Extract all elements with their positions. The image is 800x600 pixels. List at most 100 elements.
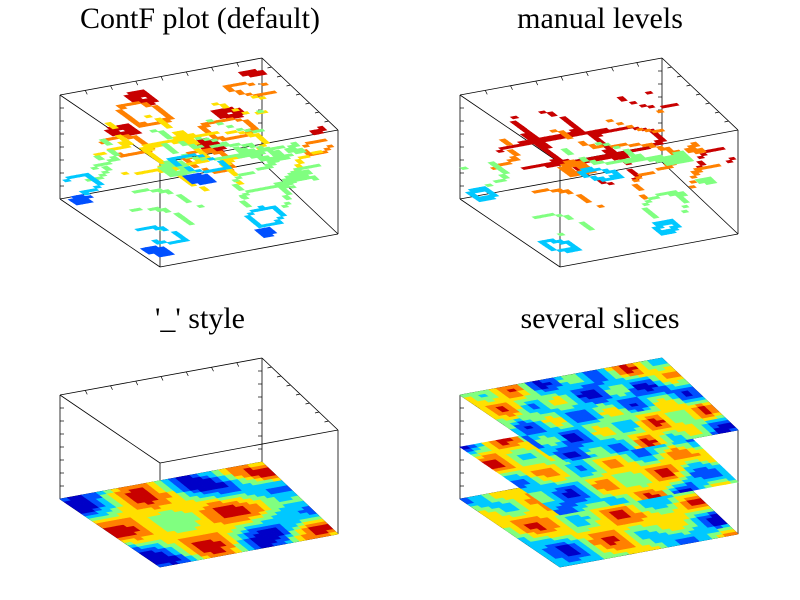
contour-band [141,188,151,192]
contour-band [656,128,666,133]
contour-band [133,207,144,212]
axis-tick [276,75,282,78]
contour-band [593,167,603,172]
axis-tick [110,85,113,90]
contour-band [138,121,149,126]
axis-tick [295,93,301,96]
box-edge [159,233,339,268]
contour-band [201,137,212,142]
contour-band [670,102,680,107]
contour-band [280,204,290,209]
contour-band [92,155,103,159]
axis-tick [324,420,329,423]
contour-band [137,89,147,93]
contour-band [100,165,111,170]
axis-tick [535,80,539,86]
contour-band [172,212,183,216]
contour-band [215,121,225,126]
panel0-ticks [60,62,329,187]
contour-band [509,115,520,120]
axis-tick [676,75,682,78]
contour-band [642,146,652,150]
contour-band [162,189,172,193]
contour-band [296,147,305,152]
box-edge [59,394,161,464]
axis-tick [211,367,214,372]
contour-band [151,206,162,211]
contour-band [641,207,650,211]
contour-band [625,168,635,173]
axis-tick [236,362,240,367]
axis-tick [314,411,320,414]
contour-band [688,180,698,184]
axis-tick [160,76,164,81]
contour-band [689,175,698,179]
contour-band [301,144,311,148]
contour-band [647,171,656,175]
contour-band [246,211,256,216]
axis-tick [135,380,139,386]
contour-band [255,145,265,150]
contour-band [632,142,642,147]
contour-band [195,144,205,149]
axis-tick [295,393,301,396]
contour-band [506,149,516,153]
box-edge [661,161,739,235]
contour-band [81,172,92,177]
contour-band [308,175,318,179]
contour-band [302,154,311,159]
contour-band [554,188,564,192]
box-edge [459,94,561,164]
panel-contf-default: ContF plot (default) [0,0,400,300]
axis-tick [305,102,310,105]
contour-band [231,183,241,188]
contour-band [196,154,206,158]
contour-band [294,158,303,163]
contour-band [198,186,208,190]
contour-band [239,147,249,151]
contour-band [558,116,569,120]
contour-band [114,134,125,138]
axis-tick [84,390,88,395]
plot-manual-levels [459,57,739,268]
contour-band [616,96,626,100]
contour-band [150,239,161,243]
contour-band [655,109,665,114]
contour-band [680,209,690,214]
contour-band [655,154,665,159]
contour-band [677,191,687,195]
contour-band [256,128,266,133]
axis-tick [686,84,691,87]
contour-band [106,149,116,153]
contour-band [713,163,722,168]
contour-band [261,155,271,159]
contour-band [696,160,705,165]
chart-title: several slices [520,302,680,335]
axis-tick [276,375,282,378]
axis-tick [510,85,513,90]
contour-band [588,159,598,164]
contour-band [244,92,254,97]
contour-band [234,118,244,122]
contour-band [272,149,282,154]
axis-tick [267,66,272,69]
axis-tick [705,102,710,105]
contour-band [326,144,335,149]
contour-band [315,150,324,154]
axis-tick [160,376,164,381]
contour-band [122,123,132,127]
contour-band [232,142,242,147]
contour-band [196,204,206,209]
contour-band [246,82,256,87]
panel1-contours [459,90,737,254]
contour-band [549,129,559,133]
contour-band [247,148,257,152]
contour-band [688,185,697,189]
contour-band [601,142,612,147]
contour-band [205,118,215,123]
contour-band [562,189,572,193]
contour-band [509,120,520,125]
contour-band [537,110,548,115]
contour-band [218,103,228,107]
box-edge [559,233,739,268]
